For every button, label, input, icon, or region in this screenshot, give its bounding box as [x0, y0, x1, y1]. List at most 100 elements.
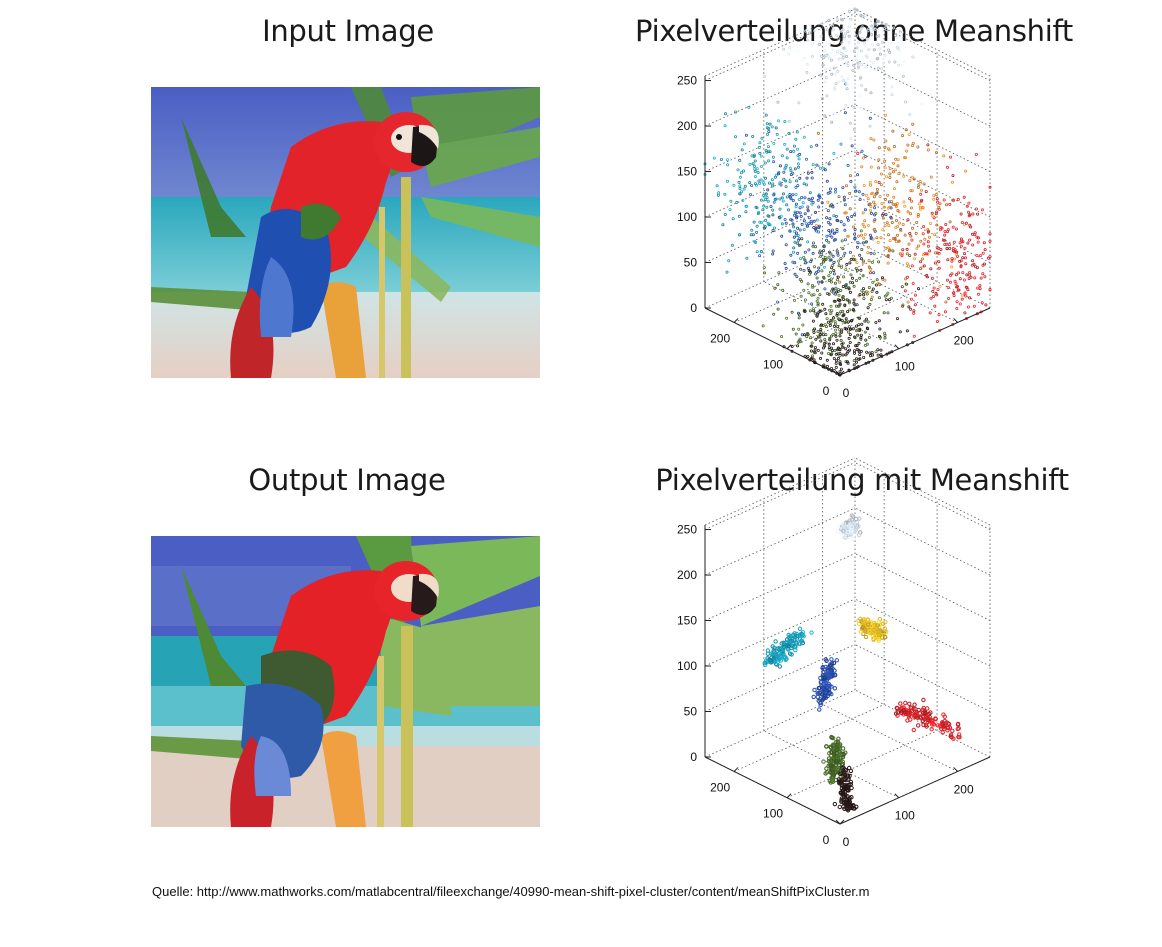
data-point	[796, 147, 800, 151]
data-point	[772, 200, 776, 204]
data-point	[876, 43, 880, 47]
data-point	[782, 47, 786, 51]
data-point	[904, 128, 908, 132]
data-point	[753, 164, 757, 168]
data-point	[856, 532, 862, 538]
data-point	[877, 281, 881, 285]
y-tick	[839, 370, 845, 376]
data-point	[858, 94, 862, 98]
data-point	[729, 199, 733, 203]
data-point	[926, 148, 930, 152]
data-point	[959, 239, 963, 243]
data-point	[852, 284, 856, 288]
data-point	[911, 55, 915, 59]
data-point	[848, 174, 852, 178]
data-point	[946, 722, 952, 727]
data-point	[846, 310, 850, 314]
data-point	[876, 619, 882, 625]
data-point	[891, 129, 895, 133]
data-point	[876, 240, 880, 244]
data-point	[825, 317, 829, 321]
data-point	[783, 217, 787, 221]
data-point	[809, 630, 814, 635]
data-point	[867, 335, 871, 339]
data-point	[858, 353, 862, 357]
data-point	[968, 238, 972, 242]
x-axis-line	[839, 307, 991, 376]
data-point	[744, 133, 748, 137]
data-point	[896, 164, 900, 168]
data-point	[829, 334, 833, 338]
data-point	[922, 242, 926, 246]
data-point	[792, 246, 796, 250]
x-tick	[835, 819, 841, 825]
data-point	[857, 323, 861, 327]
data-point	[842, 195, 846, 199]
data-point	[830, 349, 834, 353]
data-point	[963, 291, 967, 295]
data-point	[778, 197, 782, 201]
data-point	[906, 300, 910, 304]
data-point	[834, 361, 838, 365]
data-point	[809, 260, 813, 264]
data-point	[797, 637, 803, 642]
data-point	[765, 205, 769, 209]
data-point	[763, 161, 767, 165]
data-point	[832, 291, 836, 295]
data-point	[874, 180, 878, 184]
data-point	[800, 237, 804, 241]
data-point	[811, 42, 815, 46]
data-point	[829, 252, 833, 256]
data-point	[905, 149, 909, 153]
data-point	[951, 291, 955, 295]
data-point	[846, 320, 850, 324]
data-point	[886, 206, 890, 210]
data-point	[811, 319, 815, 323]
data-point	[967, 210, 971, 214]
data-point	[905, 262, 909, 266]
data-point	[857, 234, 861, 238]
data-point	[780, 650, 786, 655]
data-point	[875, 278, 879, 282]
data-point	[847, 287, 851, 291]
data-point	[954, 282, 958, 286]
data-point	[870, 32, 874, 36]
data-point	[761, 324, 765, 328]
data-point	[837, 57, 841, 61]
data-point	[802, 228, 806, 232]
grid-line	[854, 13, 991, 81]
data-point	[910, 199, 914, 203]
data-point	[950, 265, 954, 269]
data-point	[858, 30, 862, 34]
data-point	[787, 132, 791, 136]
data-point	[849, 257, 853, 261]
data-point	[847, 782, 852, 788]
data-point	[945, 242, 949, 246]
data-point	[793, 167, 797, 171]
data-point	[812, 265, 816, 269]
data-point	[950, 180, 954, 184]
data-point	[816, 303, 820, 307]
data-point	[929, 175, 933, 179]
data-point	[954, 250, 958, 254]
data-point	[852, 31, 856, 35]
data-point	[951, 174, 955, 178]
data-point	[809, 349, 813, 353]
data-point	[789, 253, 793, 257]
grid-line	[704, 457, 856, 526]
data-point	[816, 198, 820, 202]
data-point	[893, 203, 897, 207]
data-point	[842, 771, 847, 776]
data-point	[844, 320, 848, 324]
data-point	[902, 174, 906, 178]
data-point	[910, 238, 914, 242]
data-point	[917, 202, 921, 206]
data-point	[943, 233, 947, 237]
y-tick-label: 0	[823, 833, 830, 847]
data-point	[822, 244, 826, 248]
data-point	[887, 60, 891, 64]
data-point	[830, 318, 834, 322]
data-point	[899, 229, 903, 233]
data-point	[983, 275, 987, 279]
data-point	[813, 272, 817, 276]
